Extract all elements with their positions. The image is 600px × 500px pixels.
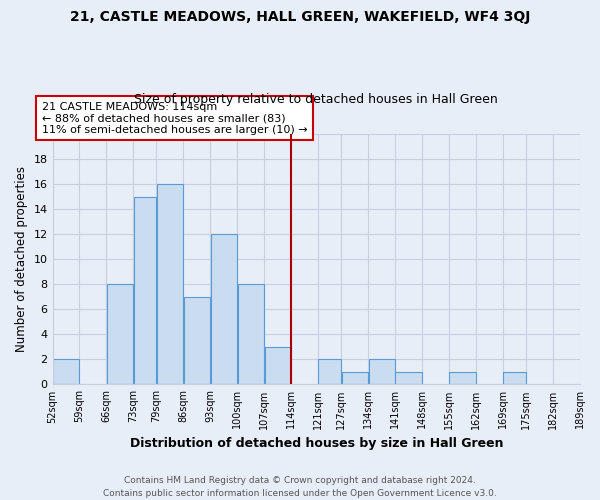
Text: 21, CASTLE MEADOWS, HALL GREEN, WAKEFIELD, WF4 3QJ: 21, CASTLE MEADOWS, HALL GREEN, WAKEFIEL… — [70, 10, 530, 24]
Title: Size of property relative to detached houses in Hall Green: Size of property relative to detached ho… — [134, 94, 498, 106]
Bar — [265, 347, 291, 385]
Bar — [319, 360, 341, 384]
Text: Contains HM Land Registry data © Crown copyright and database right 2024.
Contai: Contains HM Land Registry data © Crown c… — [103, 476, 497, 498]
Bar — [157, 184, 183, 384]
Bar — [211, 234, 237, 384]
Bar — [184, 297, 210, 384]
Bar — [341, 372, 368, 384]
Bar — [107, 284, 133, 384]
Bar — [449, 372, 476, 384]
Bar — [503, 372, 526, 384]
Text: 21 CASTLE MEADOWS: 114sqm
← 88% of detached houses are smaller (83)
11% of semi-: 21 CASTLE MEADOWS: 114sqm ← 88% of detac… — [42, 102, 308, 134]
Bar — [395, 372, 422, 384]
X-axis label: Distribution of detached houses by size in Hall Green: Distribution of detached houses by size … — [130, 437, 503, 450]
Bar — [53, 360, 79, 384]
Y-axis label: Number of detached properties: Number of detached properties — [15, 166, 28, 352]
Bar — [368, 360, 395, 384]
Bar — [134, 196, 156, 384]
Bar — [238, 284, 264, 384]
